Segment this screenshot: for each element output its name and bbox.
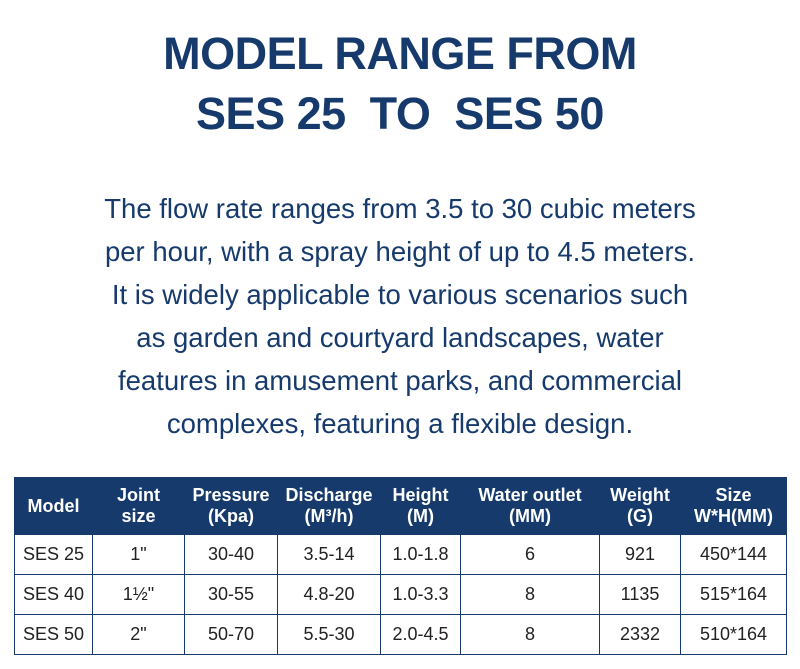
cell-water-outlet: 8 — [460, 614, 600, 655]
table-row: SES 25 1" 30-40 3.5-14 1.0-1.8 6 921 450… — [14, 534, 787, 575]
table-row: SES 40 1½" 30-55 4.8-20 1.0-3.3 8 1135 5… — [14, 574, 787, 615]
description-line: complexes, featuring a flexible design. — [166, 408, 634, 439]
cell-discharge: 3.5-14 — [277, 534, 381, 575]
header-water-outlet: Water outlet (MM) — [460, 477, 600, 535]
cell-height: 1.0-1.8 — [380, 534, 461, 575]
header-joint-size: Joint size — [92, 477, 185, 535]
cell-joint-size: 1" — [92, 534, 185, 575]
header-discharge: Discharge (M³/h) — [277, 477, 381, 535]
cell-pressure: 30-55 — [184, 574, 278, 615]
title-line-1: MODEL RANGE FROM — [163, 28, 637, 79]
description-line: as garden and courtyard landscapes, wate… — [136, 322, 664, 353]
description-line: features in amusement parks, and commerc… — [118, 365, 682, 396]
description-line: The flow rate ranges from 3.5 to 30 cubi… — [104, 193, 696, 224]
spec-table-header: Model Joint size Pressure (Kpa) Discharg… — [14, 477, 787, 535]
cell-weight: 2332 — [599, 614, 681, 655]
cell-weight: 1135 — [599, 574, 681, 615]
cell-size: 510*164 — [680, 614, 787, 655]
description-line: per hour, with a spray height of up to 4… — [104, 236, 696, 267]
cell-pressure: 30-40 — [184, 534, 278, 575]
header-size: Size W*H(MM) — [680, 477, 787, 535]
title-line-2: SES 25 TO SES 50 — [196, 88, 604, 139]
product-description: The flow rate ranges from 3.5 to 30 cubi… — [40, 187, 760, 445]
cell-discharge: 4.8-20 — [277, 574, 381, 615]
cell-size: 450*144 — [680, 534, 787, 575]
cell-water-outlet: 8 — [460, 574, 600, 615]
header-height: Height (M) — [380, 477, 461, 535]
spec-table: Model Joint size Pressure (Kpa) Discharg… — [14, 477, 787, 655]
cell-model: SES 40 — [14, 574, 93, 615]
header-model: Model — [14, 477, 93, 535]
page-title: MODEL RANGE FROM SES 25 TO SES 50 — [0, 24, 800, 144]
cell-discharge: 5.5-30 — [277, 614, 381, 655]
cell-size: 515*164 — [680, 574, 787, 615]
table-row: SES 50 2" 50-70 5.5-30 2.0-4.5 8 2332 51… — [14, 614, 787, 655]
cell-height: 2.0-4.5 — [380, 614, 461, 655]
cell-joint-size: 2" — [92, 614, 185, 655]
cell-model: SES 25 — [14, 534, 93, 575]
cell-weight: 921 — [599, 534, 681, 575]
cell-model: SES 50 — [14, 614, 93, 655]
header-pressure: Pressure (Kpa) — [184, 477, 278, 535]
cell-pressure: 50-70 — [184, 614, 278, 655]
cell-height: 1.0-3.3 — [380, 574, 461, 615]
header-weight: Weight (G) — [599, 477, 681, 535]
description-line: It is widely applicable to various scena… — [111, 279, 689, 310]
cell-water-outlet: 6 — [460, 534, 600, 575]
cell-joint-size: 1½" — [92, 574, 185, 615]
